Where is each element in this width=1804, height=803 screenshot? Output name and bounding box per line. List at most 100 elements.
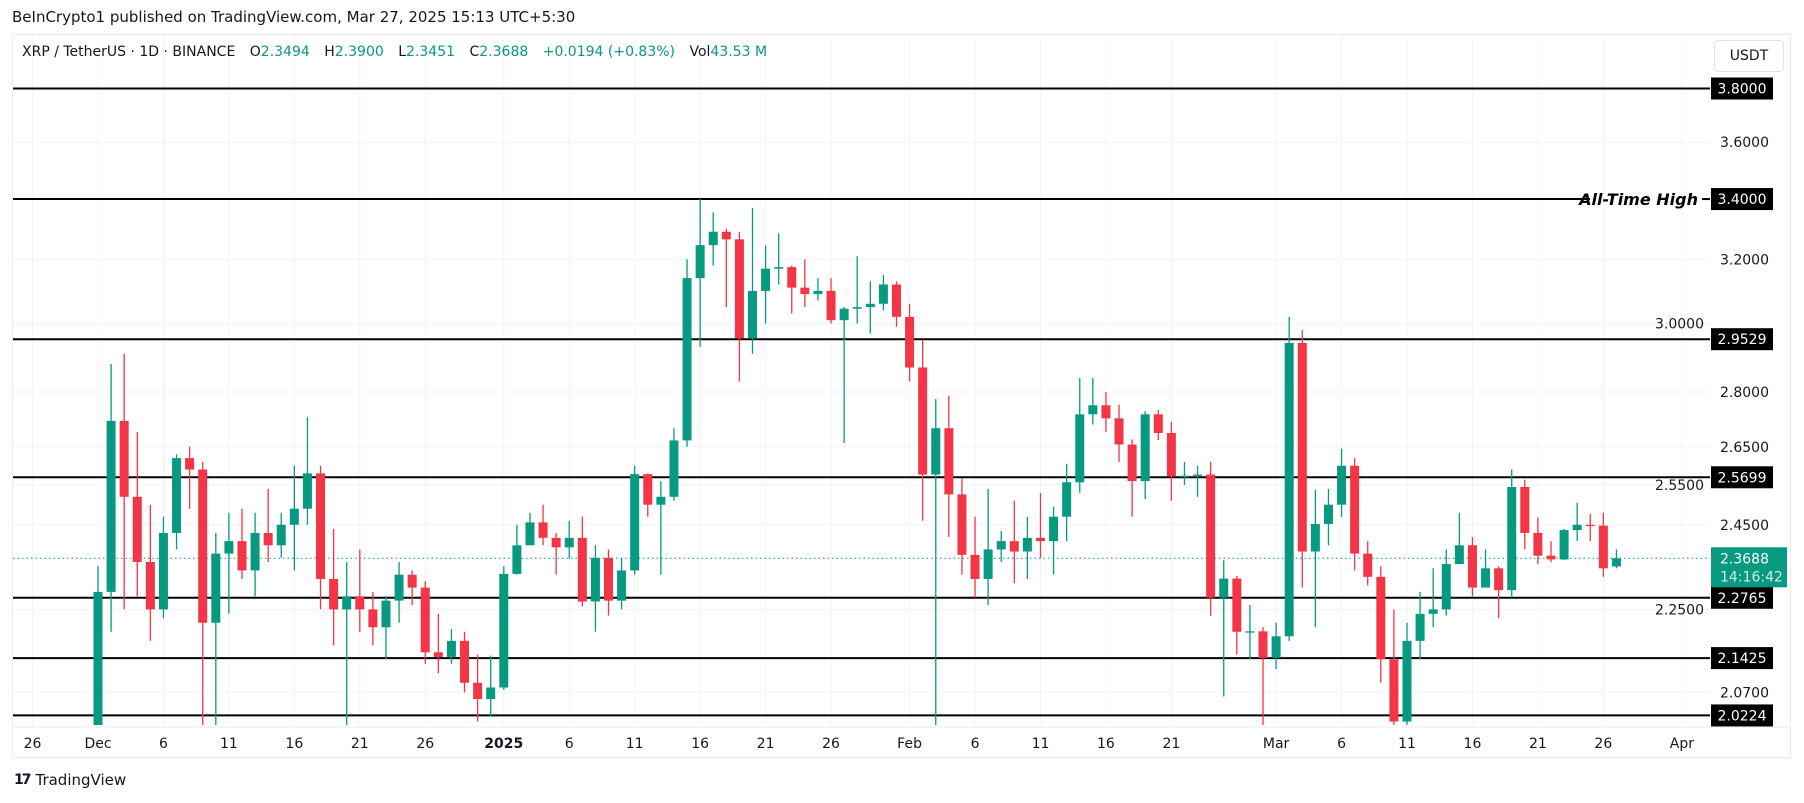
candle — [1088, 377, 1098, 425]
candle — [996, 530, 1006, 562]
x-tick-label: 6 — [159, 736, 168, 752]
candle-body — [656, 496, 666, 505]
candle-body — [1611, 558, 1621, 567]
candle — [643, 473, 653, 517]
x-tick-label: Apr — [1670, 736, 1694, 752]
candle-body — [1297, 342, 1307, 552]
candle — [1415, 591, 1425, 660]
publisher-line: BeInCrypto1 published on TradingView.com… — [12, 8, 576, 26]
candle-body — [852, 307, 862, 309]
candle — [1179, 461, 1189, 486]
candle-body — [695, 245, 705, 279]
candle-body — [878, 284, 888, 304]
y-tick-label: 2.2500 — [1655, 602, 1704, 618]
candle-body — [590, 557, 600, 602]
candle — [460, 631, 470, 693]
candle-body — [1376, 576, 1386, 660]
candle-body — [172, 458, 182, 533]
candle — [342, 561, 352, 725]
candle-body — [1179, 475, 1189, 478]
x-tick-label: 16 — [1464, 736, 1482, 752]
candle-body — [93, 591, 103, 725]
candle — [931, 399, 941, 725]
candle — [1075, 377, 1085, 493]
candle — [1520, 479, 1530, 550]
candle-body — [944, 428, 954, 495]
time-axis[interactable]: 26 Dec 6 11 16 21 26 2025 6 11 16 21 26 Feb 6 11 16 21 Mar… — [13, 726, 1790, 752]
candle-body — [1075, 414, 1085, 483]
level-price-label-bg — [1711, 77, 1773, 100]
candle — [538, 504, 548, 546]
candle — [1389, 609, 1399, 725]
candle — [891, 281, 901, 327]
x-tick-label: 11 — [1398, 736, 1416, 752]
candle — [905, 303, 915, 382]
candle-body — [669, 440, 679, 497]
candle-body — [1062, 482, 1072, 517]
candle-body — [604, 557, 614, 601]
x-tick-label: 6 — [565, 736, 574, 752]
candle — [944, 395, 954, 538]
candle-body — [617, 570, 627, 601]
candle-body — [512, 545, 522, 574]
candle — [158, 516, 168, 619]
candle — [1166, 421, 1176, 501]
candle — [1271, 622, 1281, 670]
price-axis[interactable]: 3.6000 3.2000 3.0000 2.8000 2.6500 2.5500 2.45… — [1655, 77, 1787, 727]
candle — [1206, 461, 1216, 616]
candle-body — [1546, 555, 1556, 560]
x-tick-label: 21 — [1162, 736, 1180, 752]
candle — [1219, 560, 1229, 697]
candle — [486, 655, 496, 717]
level-price-label: 3.8000 — [1718, 82, 1767, 98]
x-tick-label: 26 — [24, 736, 42, 752]
tradingview-logo[interactable]: 17 TradingView — [14, 771, 126, 789]
candle — [1127, 439, 1137, 517]
candle — [289, 465, 299, 571]
symbol-name[interactable]: XRP / TetherUS · 1D · BINANCE — [22, 44, 236, 60]
candle-body — [1284, 342, 1294, 637]
y-tick-label: 2.6500 — [1720, 440, 1769, 456]
candle — [525, 512, 535, 546]
candle — [1153, 409, 1163, 441]
candle — [276, 512, 286, 558]
candle-body — [394, 574, 404, 601]
candle-body — [1520, 486, 1530, 533]
candle-body — [826, 290, 836, 321]
currency-button[interactable]: USDT — [1714, 40, 1784, 72]
candle — [237, 508, 247, 579]
candle — [119, 353, 129, 610]
candle-body — [368, 609, 378, 628]
candle-body — [1140, 414, 1150, 482]
candle-body — [1415, 613, 1425, 641]
horizontal-levels: All-Time High — [13, 87, 1710, 717]
candle-body — [1323, 504, 1333, 524]
candle-body — [525, 522, 535, 546]
candle — [617, 557, 627, 610]
level-price-label: 2.9529 — [1718, 332, 1767, 348]
candle — [1310, 489, 1320, 628]
x-tick-label: 21 — [1529, 736, 1547, 752]
symbol-legend: XRP / TetherUS · 1D · BINANCE O2.3494 H2… — [22, 44, 767, 60]
x-tick-label: 26 — [416, 736, 434, 752]
candle — [787, 265, 797, 314]
candle — [1062, 463, 1072, 542]
y-tick-label: 2.5500 — [1655, 478, 1704, 494]
candle — [1441, 549, 1451, 616]
candle — [499, 566, 509, 690]
candle-body — [551, 537, 561, 548]
candle-body — [460, 640, 470, 683]
x-tick-label: 11 — [626, 736, 644, 752]
y-tick-label: 3.2000 — [1720, 252, 1769, 268]
candle-body — [1049, 516, 1059, 542]
candle — [132, 431, 142, 597]
candle-body — [1350, 465, 1360, 554]
candle-body — [983, 549, 993, 579]
candle-body — [355, 596, 365, 610]
candle-body — [813, 290, 823, 295]
candle — [433, 613, 443, 674]
candle-body — [499, 573, 509, 688]
level-note: All-Time High — [1577, 190, 1698, 209]
candle-body — [905, 316, 915, 368]
